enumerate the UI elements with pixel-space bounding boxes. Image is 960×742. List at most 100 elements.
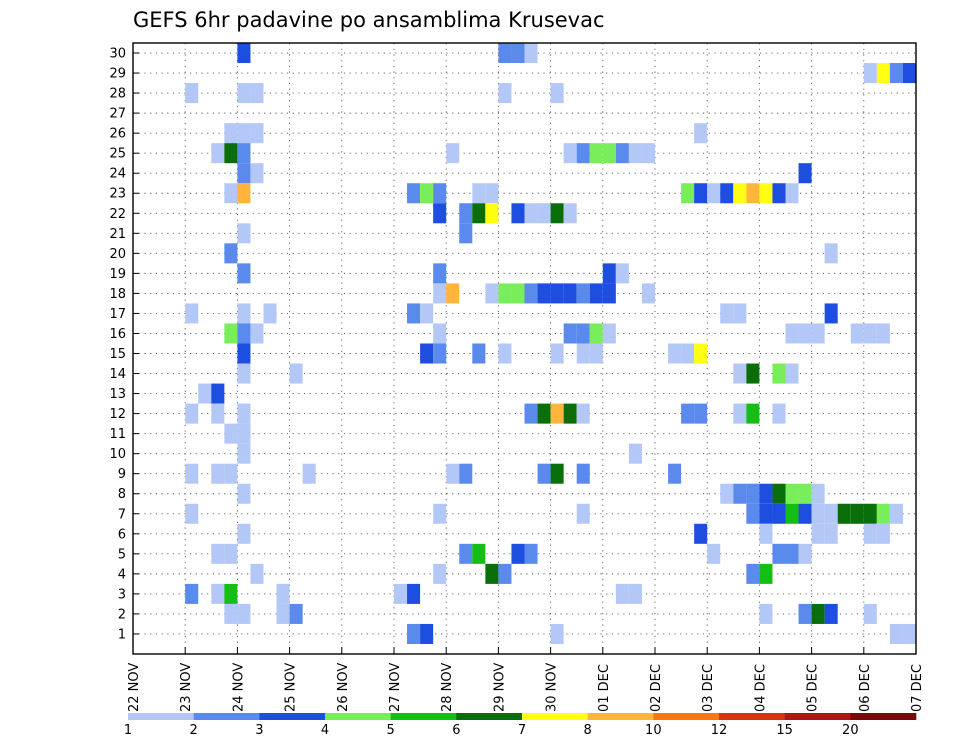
precip-cell bbox=[863, 63, 877, 84]
precip-cell bbox=[602, 263, 616, 284]
precip-cell bbox=[615, 143, 629, 164]
x-axis-ticks: 22 NOV 23 NOV 24 NOV 25 NOV 26 NOV 27 NOV 28 N… bbox=[127, 647, 925, 712]
precip-cell bbox=[250, 563, 264, 584]
precip-cell bbox=[746, 483, 760, 504]
precip-cell bbox=[615, 263, 629, 284]
precip-cell bbox=[524, 203, 538, 224]
precip-cell bbox=[694, 403, 708, 424]
colorbar-label: 20 bbox=[842, 723, 859, 738]
chart-title: GEFS 6hr padavine po ansamblima Krusevac bbox=[133, 8, 605, 32]
y-tick-label: 30 bbox=[109, 47, 126, 62]
precip-cell bbox=[746, 363, 760, 384]
precip-cell bbox=[550, 463, 564, 484]
precip-cell bbox=[472, 343, 486, 364]
precip-cell bbox=[433, 283, 447, 304]
x-tick-label: 28 NOV bbox=[440, 663, 455, 712]
precip-cell bbox=[420, 183, 434, 204]
precip-cell bbox=[746, 183, 760, 204]
precip-cell bbox=[876, 63, 890, 84]
x-tick-label: 05 DEC bbox=[806, 664, 821, 712]
precip-cell bbox=[798, 483, 812, 504]
x-tick-label: 04 DEC bbox=[753, 664, 768, 712]
precip-cell bbox=[889, 503, 903, 524]
precip-cell bbox=[237, 323, 251, 344]
y-tick-label: 19 bbox=[109, 267, 126, 282]
precip-cell bbox=[498, 83, 512, 104]
precip-cell bbox=[641, 283, 655, 304]
precip-cell bbox=[589, 343, 603, 364]
colorbar-segment bbox=[719, 713, 785, 720]
precip-cell bbox=[524, 283, 538, 304]
precip-cell bbox=[798, 163, 812, 184]
y-tick-label: 24 bbox=[109, 167, 126, 182]
precip-cell bbox=[211, 583, 225, 604]
precip-cell bbox=[459, 463, 473, 484]
precip-cell bbox=[759, 503, 773, 524]
colorbar-segment bbox=[850, 713, 917, 720]
precip-cell bbox=[798, 323, 812, 344]
precip-cell bbox=[798, 543, 812, 564]
y-tick-label: 26 bbox=[109, 127, 126, 142]
x-tick-label: 01 DEC bbox=[597, 664, 612, 712]
precip-cell bbox=[876, 523, 890, 544]
precip-cell bbox=[420, 623, 434, 644]
precip-cell bbox=[589, 283, 603, 304]
precip-cell bbox=[824, 243, 838, 264]
precip-cell bbox=[211, 463, 225, 484]
precip-cell bbox=[198, 383, 212, 404]
precip-cell bbox=[772, 403, 786, 424]
precip-cell bbox=[824, 603, 838, 624]
precip-cell bbox=[485, 183, 499, 204]
precip-cell bbox=[289, 603, 303, 624]
colorbar-segment bbox=[193, 713, 260, 720]
precip-cell bbox=[772, 363, 786, 384]
precip-cell bbox=[224, 323, 238, 344]
precip-cell bbox=[785, 543, 799, 564]
precip-cell bbox=[550, 283, 564, 304]
precip-cell bbox=[811, 603, 825, 624]
y-tick-label: 3 bbox=[118, 587, 126, 602]
y-tick-label: 17 bbox=[109, 307, 126, 322]
precip-cell bbox=[759, 603, 773, 624]
precip-cell bbox=[185, 83, 199, 104]
precip-cell bbox=[694, 123, 708, 144]
precip-cell bbox=[211, 383, 225, 404]
precip-cell bbox=[185, 503, 199, 524]
precip-cell bbox=[785, 323, 799, 344]
precip-cell bbox=[524, 543, 538, 564]
precip-cell bbox=[746, 563, 760, 584]
colorbar-segment bbox=[653, 713, 720, 720]
precip-cell bbox=[876, 503, 890, 524]
precip-cell bbox=[811, 503, 825, 524]
precip-cell bbox=[537, 203, 551, 224]
y-tick-label: 16 bbox=[109, 327, 126, 342]
x-tick-label: 29 NOV bbox=[492, 663, 507, 712]
precip-cell bbox=[302, 463, 316, 484]
precip-cell bbox=[733, 183, 747, 204]
precip-cell bbox=[250, 123, 264, 144]
precip-cell bbox=[550, 343, 564, 364]
precip-cell bbox=[733, 483, 747, 504]
precip-cell bbox=[694, 523, 708, 544]
x-tick-label: 27 NOV bbox=[388, 663, 403, 712]
precip-cell bbox=[237, 303, 251, 324]
precip-cell bbox=[511, 543, 525, 564]
precip-cell bbox=[237, 443, 251, 464]
precip-cell bbox=[485, 203, 499, 224]
precip-cell bbox=[733, 363, 747, 384]
precip-cell bbox=[785, 363, 799, 384]
precip-cell bbox=[811, 483, 825, 504]
precip-cell bbox=[498, 43, 512, 64]
precip-cell bbox=[237, 263, 251, 284]
precip-cell bbox=[576, 323, 590, 344]
y-tick-label: 13 bbox=[109, 387, 126, 402]
colorbar-label: 7 bbox=[518, 723, 526, 738]
precip-cell bbox=[250, 163, 264, 184]
precip-cell bbox=[889, 63, 903, 84]
precip-cell bbox=[224, 423, 238, 444]
precip-cell bbox=[772, 483, 786, 504]
precip-cell bbox=[420, 343, 434, 364]
precip-cell bbox=[433, 183, 447, 204]
precip-cell bbox=[459, 203, 473, 224]
y-tick-label: 12 bbox=[109, 407, 126, 422]
